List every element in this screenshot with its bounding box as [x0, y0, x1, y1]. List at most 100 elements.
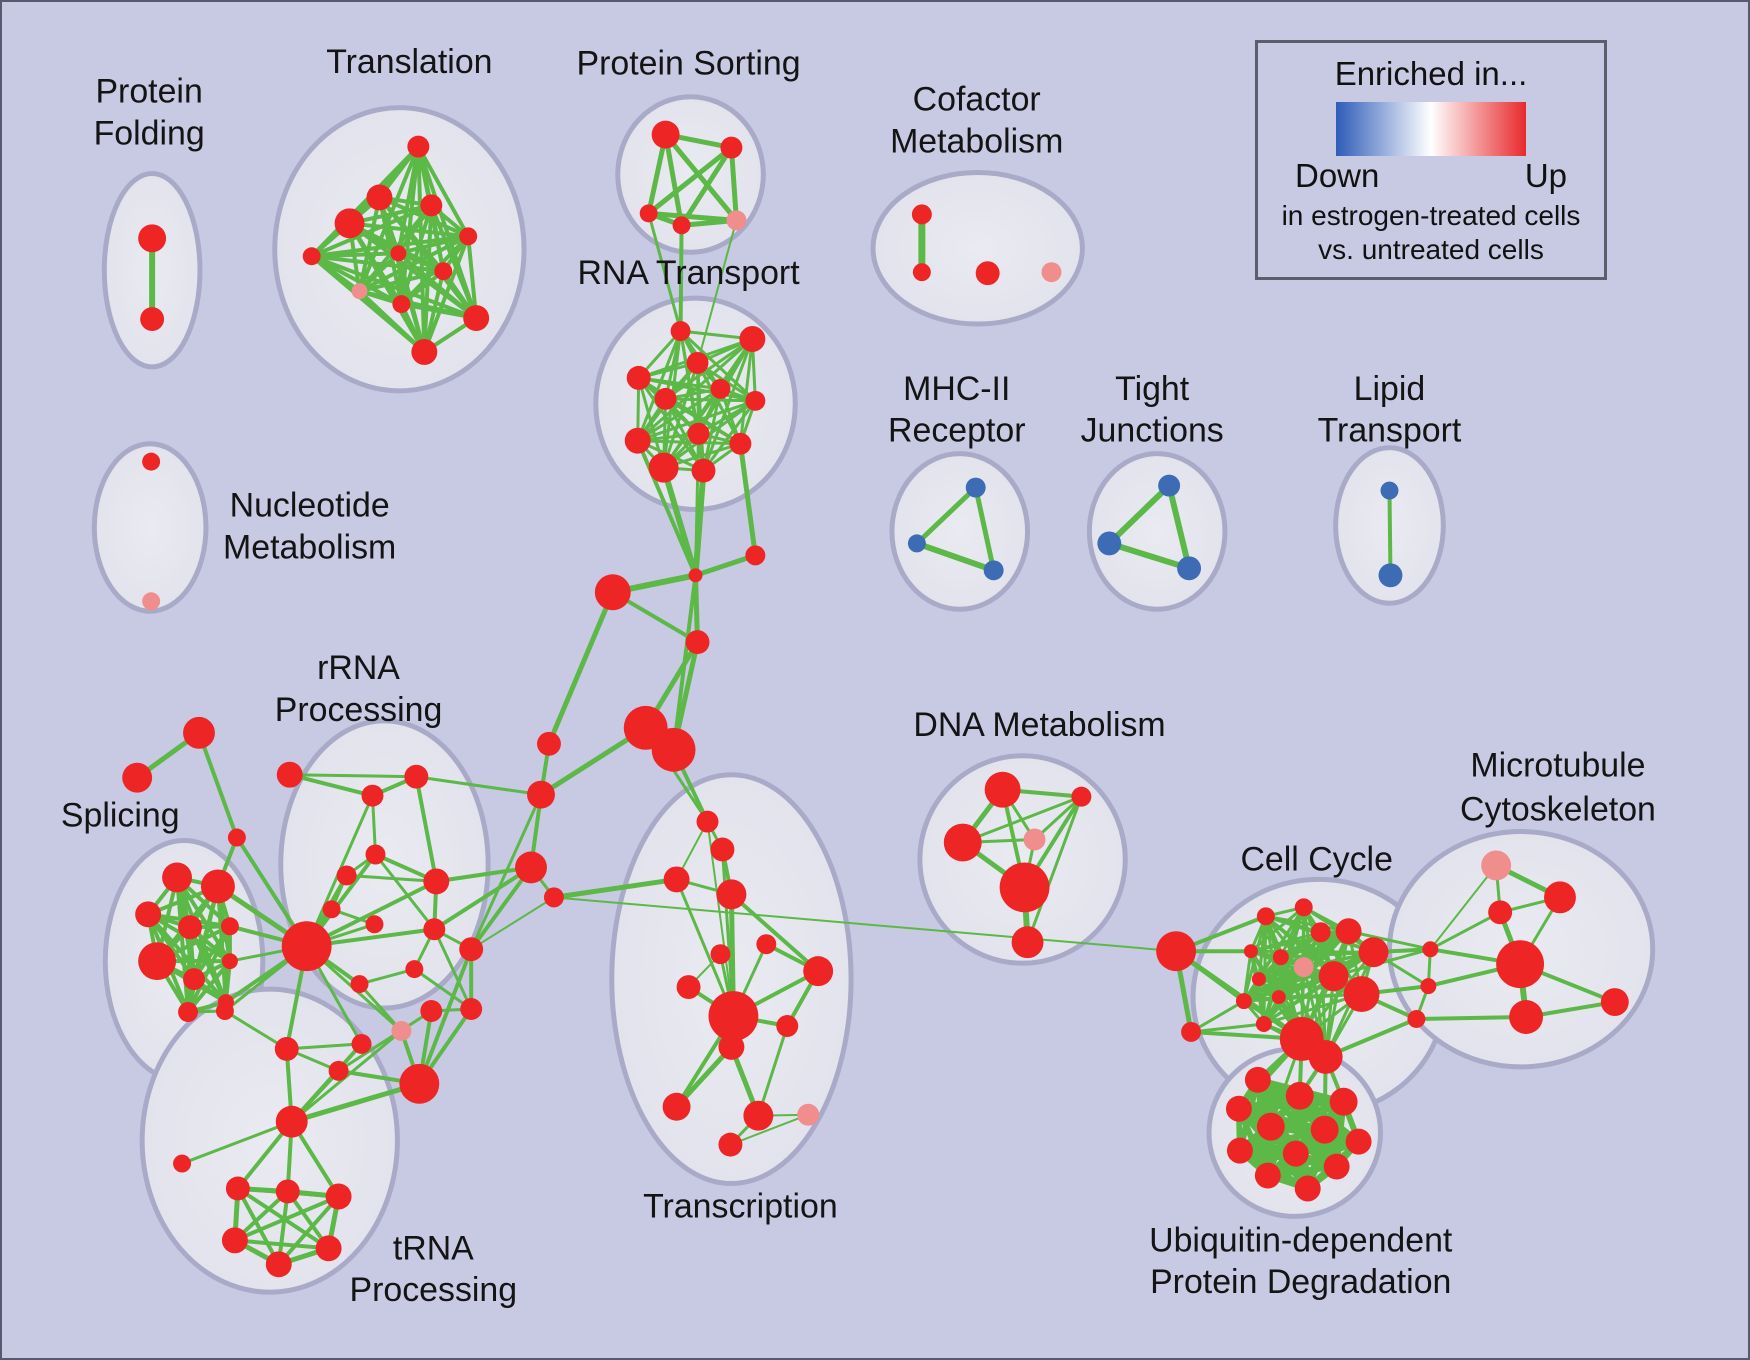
rrna-node: [399, 1063, 440, 1104]
edge: [1106, 540, 1193, 572]
trna-node: [221, 1227, 248, 1254]
cofactor-ellipse: [870, 170, 1085, 327]
nucleotide-node: [142, 452, 161, 471]
protein_sorting-node: [672, 216, 691, 235]
edge: [416, 144, 471, 239]
splicing-node: [135, 901, 162, 928]
edge: [702, 337, 754, 473]
ubiquitin-label: Ubiquitin-dependent: [1149, 1221, 1453, 1259]
dna-node: [1071, 786, 1092, 807]
edge: [647, 211, 683, 333]
trna-node: [275, 1179, 300, 1204]
edge: [309, 203, 434, 259]
splicing-label: Splicing: [61, 797, 180, 835]
mhc-node: [907, 534, 926, 553]
translation-node: [302, 247, 321, 266]
protein_sorting-node: [639, 204, 658, 223]
edge: [913, 540, 997, 574]
rna_transport-node: [626, 365, 651, 390]
tight_junctions-label: Junctions: [1081, 412, 1224, 450]
rna_transport-node: [686, 351, 709, 374]
microtubule-node: [1509, 1000, 1544, 1034]
rrna-node: [328, 1060, 349, 1081]
edge: [289, 1081, 422, 1125]
rrna-node: [420, 1000, 443, 1022]
ubiquitin-node: [1323, 1153, 1350, 1180]
edge: [414, 774, 439, 884]
edge: [434, 865, 534, 884]
cell_cycle-node: [1271, 990, 1286, 1005]
edge: [646, 145, 734, 216]
edge: [309, 144, 421, 259]
legend-title: Enriched in...: [1334, 55, 1528, 92]
splicing-node: [162, 862, 193, 893]
dna-node: [943, 823, 982, 862]
edge: [1279, 950, 1376, 959]
microtubule-node: [1407, 1010, 1426, 1028]
ubiquitin-node: [1310, 1115, 1339, 1144]
splicing-node: [178, 915, 202, 940]
rrna-node: [365, 844, 386, 865]
rrna-node: [527, 780, 555, 809]
cell_cycle-node: [1255, 1016, 1272, 1032]
edge: [1347, 929, 1432, 951]
microtubule-node: [1544, 881, 1576, 914]
edge: [469, 865, 534, 952]
rrna-node: [351, 1033, 372, 1054]
trna-node: [225, 1176, 250, 1201]
transcription-node: [756, 934, 777, 955]
translation-label: Translation: [326, 43, 492, 81]
edge: [186, 959, 232, 1015]
trna-node: [325, 1183, 352, 1210]
edge: [693, 552, 758, 578]
edge: [1189, 1022, 1266, 1034]
edge: [1166, 482, 1193, 572]
rrna-node: [423, 918, 446, 941]
edge: [309, 254, 446, 274]
rrna-node: [405, 960, 424, 979]
edge: [175, 875, 191, 1015]
edge: [1242, 965, 1306, 1003]
rna_transport-label: RNA Transport: [577, 254, 800, 292]
tight_junctions-ellipse: [1086, 451, 1228, 612]
cell_cycle-node: [1293, 957, 1314, 978]
protein_sorting-label: Protein Sorting: [577, 45, 801, 83]
microtubule-label: Cytoskeleton: [1460, 791, 1656, 829]
lipid_transport-label: Lipid: [1354, 370, 1426, 408]
cell_cycle-node: [1235, 993, 1252, 1010]
edge: [973, 485, 997, 573]
splicing-node: [178, 1002, 198, 1022]
rna_transport-node: [691, 458, 716, 483]
edge: [636, 439, 742, 446]
rna_transport-node: [654, 387, 677, 410]
edge: [1429, 864, 1498, 951]
protein_folding-node: [138, 224, 167, 253]
edge: [146, 912, 228, 1005]
rna_transport-node: [670, 321, 691, 341]
edge: [637, 376, 757, 403]
edge: [729, 1113, 810, 1146]
microtubule-node: [1600, 988, 1629, 1017]
edge: [737, 441, 758, 558]
cell_cycle-label: Cell Cycle: [1240, 840, 1392, 878]
mhc-label: MHC-II: [903, 370, 1010, 408]
edge: [288, 773, 418, 779]
rrna-node: [281, 921, 332, 972]
edge: [660, 464, 699, 579]
translation-node: [463, 305, 490, 332]
nucleotide-label: Metabolism: [223, 528, 396, 566]
rrna-label: rRNA: [317, 649, 400, 687]
node-layer: [122, 120, 1629, 1278]
edge: [702, 387, 722, 473]
ubiquitin-node: [1294, 1175, 1321, 1202]
cofactor-node: [911, 204, 932, 225]
protein_sorting-node: [651, 120, 680, 149]
tight_junctions-node: [1177, 556, 1202, 581]
edge: [357, 144, 421, 294]
microtubule-node: [1481, 850, 1512, 881]
cofactor-node: [975, 261, 1000, 286]
rna_transport-node: [648, 452, 679, 483]
edge: [287, 772, 375, 798]
edge: [961, 795, 1083, 845]
edge: [728, 145, 739, 223]
